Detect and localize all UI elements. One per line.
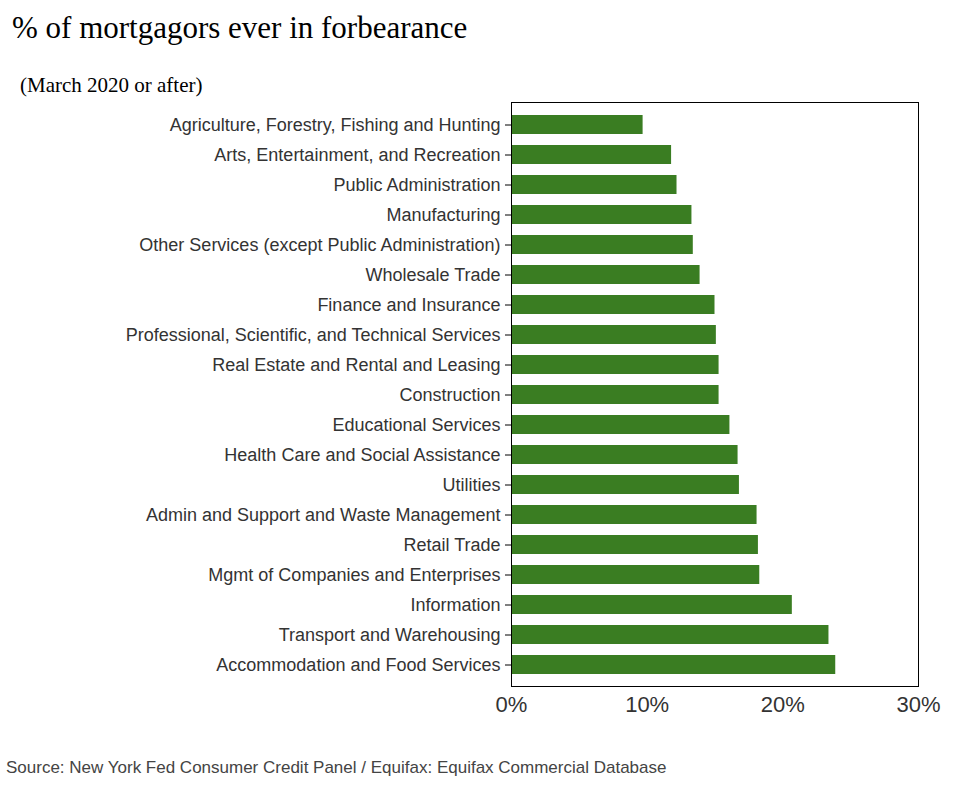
svg-text:Other Services (except Public: Other Services (except Public Administra… <box>139 235 500 255</box>
html-text:(March 2020 or after): (March 2020 or after) <box>20 73 203 97</box>
html-text:% of mortgagors ever in forbea: % of mortgagors ever in forbearance <box>12 10 468 45</box>
svg-text:Health Care and Social Assista: Health Care and Social Assistance <box>224 445 500 465</box>
svg-text:Transport and Warehousing: Transport and Warehousing <box>279 625 501 645</box>
svg-text:Professional, Scientific, and: Professional, Scientific, and Technical … <box>126 325 501 345</box>
svg-text:20%: 20% <box>761 692 805 717</box>
svg-text:Public Administration: Public Administration <box>333 175 500 195</box>
svg-text:Agriculture, Forestry, Fishing: Agriculture, Forestry, Fishing and Hunti… <box>170 115 501 135</box>
svg-text:0%: 0% <box>496 692 528 717</box>
svg-text:Finance and Insurance: Finance and Insurance <box>317 295 500 315</box>
svg-text:Utilities: Utilities <box>442 475 500 495</box>
svg-text:10%: 10% <box>625 692 669 717</box>
svg-text:Mgmt of Companies and Enterpri: Mgmt of Companies and Enterprises <box>208 565 500 585</box>
svg-text:Educational Services: Educational Services <box>332 415 500 435</box>
svg-text:Retail Trade: Retail Trade <box>403 535 500 555</box>
svg-text:Arts, Entertainment, and Recre: Arts, Entertainment, and Recreation <box>214 145 500 165</box>
html-text:Source: New York Fed Consumer: Source: New York Fed Consumer Credit Pan… <box>6 758 667 777</box>
svg-text:Wholesale Trade: Wholesale Trade <box>365 265 500 285</box>
svg-text:Real Estate and Rental and Lea: Real Estate and Rental and Leasing <box>212 355 500 375</box>
svg-text:Information: Information <box>410 595 500 615</box>
svg-text:Manufacturing: Manufacturing <box>386 205 500 225</box>
svg-text:Admin and Support and Waste Ma: Admin and Support and Waste Management <box>146 505 501 525</box>
svg-text:Construction: Construction <box>399 385 500 405</box>
svg-text:Accommodation and Food Service: Accommodation and Food Services <box>216 655 500 675</box>
svg-text:30%: 30% <box>896 692 940 717</box>
